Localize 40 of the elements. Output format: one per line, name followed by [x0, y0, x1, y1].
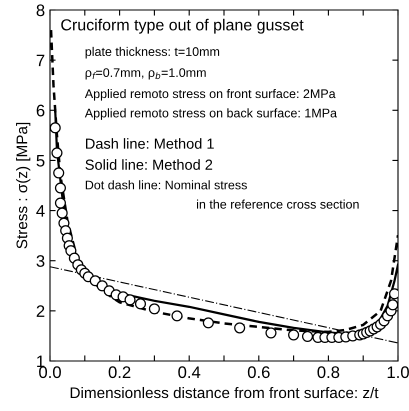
- annotation: plate thickness: t=10mm: [86, 46, 220, 59]
- x-tick-label: 0.2: [108, 366, 130, 378]
- x-tick-label: 0.8: [317, 366, 340, 378]
- x-tick-label: 0.6: [248, 366, 270, 378]
- point: [234, 322, 246, 334]
- point: [202, 317, 214, 328]
- point: [265, 327, 277, 338]
- point: [288, 329, 300, 340]
- x-tick-label: 1.0: [388, 366, 409, 378]
- point: [51, 147, 62, 158]
- text: Cruciform type out of plane gusset: [61, 18, 304, 34]
- point: [387, 299, 398, 310]
- y-tick-label: 4: [36, 205, 45, 217]
- annotation: Solid line: Method 2: [85, 159, 212, 170]
- point: [56, 208, 68, 219]
- point: [50, 122, 61, 134]
- point: [171, 310, 183, 322]
- point: [148, 303, 160, 314]
- annotation: in the reference cross section: [196, 200, 359, 209]
- point: [53, 167, 64, 178]
- annotation: Applied remoto stress on front surface: 2MPa: [84, 88, 336, 101]
- y-tick-label: 3: [36, 255, 44, 267]
- y-axis-title: Stress : σ(z) [MPa]: [16, 122, 30, 249]
- y-tick-label: 2: [36, 305, 44, 317]
- y-tick-label: 8: [36, 4, 44, 16]
- point: [124, 294, 136, 306]
- annotation: ρ$_{f}$=0.7mm, ρ$_{b}$=1.0mm: [86, 68, 206, 80]
- point: [302, 330, 314, 342]
- y-tick-label: 6: [36, 104, 44, 116]
- x-tick-label: 0.0: [39, 366, 61, 378]
- point: [54, 198, 66, 209]
- annotation: Applied remoto stress on back surface: 1MPa: [84, 108, 338, 120]
- x-tick-label: 0.4: [178, 366, 200, 378]
- x-axis-title: Dimensionless distance from front surface: z/t: [70, 386, 378, 398]
- annotation: Dot dash line: Nominal stress: [86, 180, 247, 190]
- y-tick-label: 5: [36, 155, 44, 167]
- annotation: Dash line: Method 1: [86, 138, 214, 149]
- point: [134, 298, 146, 310]
- point: [54, 182, 66, 194]
- y-tick-label: 7: [36, 54, 44, 66]
